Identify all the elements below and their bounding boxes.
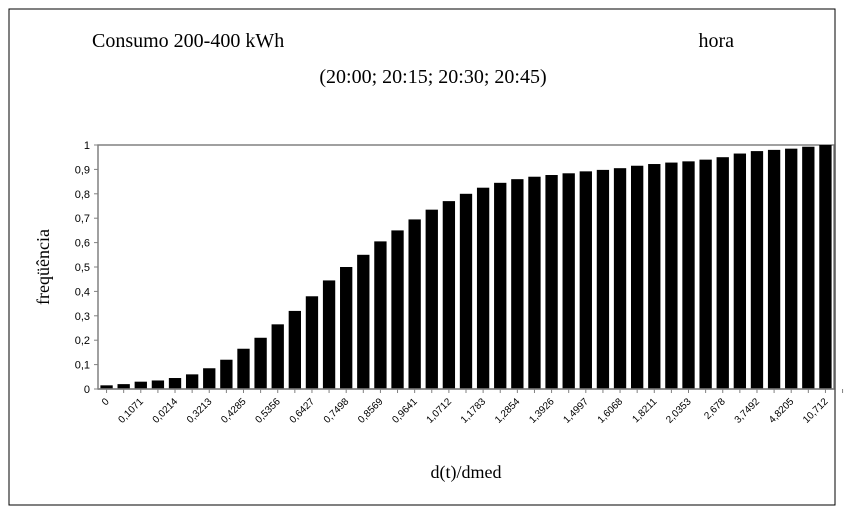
bar bbox=[699, 159, 712, 389]
bar bbox=[802, 146, 815, 389]
bar bbox=[100, 385, 113, 389]
bar bbox=[665, 162, 678, 389]
bar bbox=[476, 187, 490, 389]
y-tick-label: 0,3 bbox=[75, 311, 90, 323]
y-tick-label: 0,9 bbox=[75, 164, 90, 176]
y-tick-label: 0,6 bbox=[75, 238, 90, 250]
bar bbox=[579, 171, 592, 389]
bar bbox=[203, 368, 216, 389]
bar bbox=[494, 182, 507, 389]
bar bbox=[237, 348, 250, 389]
y-tick-label: 0,5 bbox=[75, 262, 90, 274]
bar bbox=[596, 169, 610, 389]
y-tick-label: 1 bbox=[84, 140, 90, 152]
bar bbox=[305, 296, 319, 389]
y-tick-label: 0 bbox=[84, 384, 90, 396]
bar bbox=[511, 179, 524, 389]
chart-title-right: hora bbox=[698, 30, 734, 52]
bar bbox=[425, 209, 438, 389]
x-axis-label: d(t)/dmed bbox=[431, 462, 502, 483]
bar bbox=[767, 149, 781, 389]
y-tick-label: 0,8 bbox=[75, 189, 90, 201]
bar bbox=[168, 378, 182, 389]
bar bbox=[631, 165, 644, 389]
bar bbox=[288, 310, 301, 389]
bar bbox=[545, 175, 558, 389]
y-tick-label: 0,7 bbox=[75, 213, 90, 225]
bar bbox=[819, 145, 832, 389]
bar bbox=[185, 374, 199, 389]
bar bbox=[151, 380, 165, 389]
bar bbox=[785, 148, 798, 389]
bar bbox=[220, 359, 233, 389]
y-tick-label: 0,2 bbox=[75, 335, 90, 347]
bar bbox=[750, 151, 764, 389]
bar bbox=[408, 219, 421, 389]
chart-subtitle: (20:00; 20:15; 20:30; 20:45) bbox=[319, 66, 546, 88]
bar bbox=[613, 168, 627, 389]
bar bbox=[117, 384, 130, 389]
bar bbox=[562, 173, 575, 389]
bar bbox=[648, 164, 661, 389]
bar bbox=[391, 230, 404, 389]
bar bbox=[459, 193, 473, 389]
bar bbox=[716, 157, 729, 389]
bar bbox=[340, 267, 353, 389]
chart-title: Consumo 200-400 kWh bbox=[92, 30, 284, 52]
y-tick-label: 0,1 bbox=[75, 360, 90, 372]
bar bbox=[442, 201, 456, 389]
bar bbox=[254, 337, 267, 389]
bar bbox=[682, 161, 695, 389]
bar bbox=[733, 153, 747, 389]
bar bbox=[271, 324, 284, 389]
bar bbox=[134, 381, 147, 389]
y-axis-label: freqüência bbox=[33, 229, 53, 305]
bar bbox=[528, 176, 541, 389]
y-axis: 0 0,1 0,2 0,3 0,4 0,5 0,6 0,7 0,8 0,9 1 bbox=[75, 140, 98, 396]
bar bbox=[357, 254, 370, 389]
chart-border bbox=[8, 8, 836, 506]
bar bbox=[374, 241, 387, 389]
bar bbox=[322, 280, 336, 389]
bar-series bbox=[100, 145, 832, 389]
y-tick-label: 0,4 bbox=[75, 286, 90, 298]
